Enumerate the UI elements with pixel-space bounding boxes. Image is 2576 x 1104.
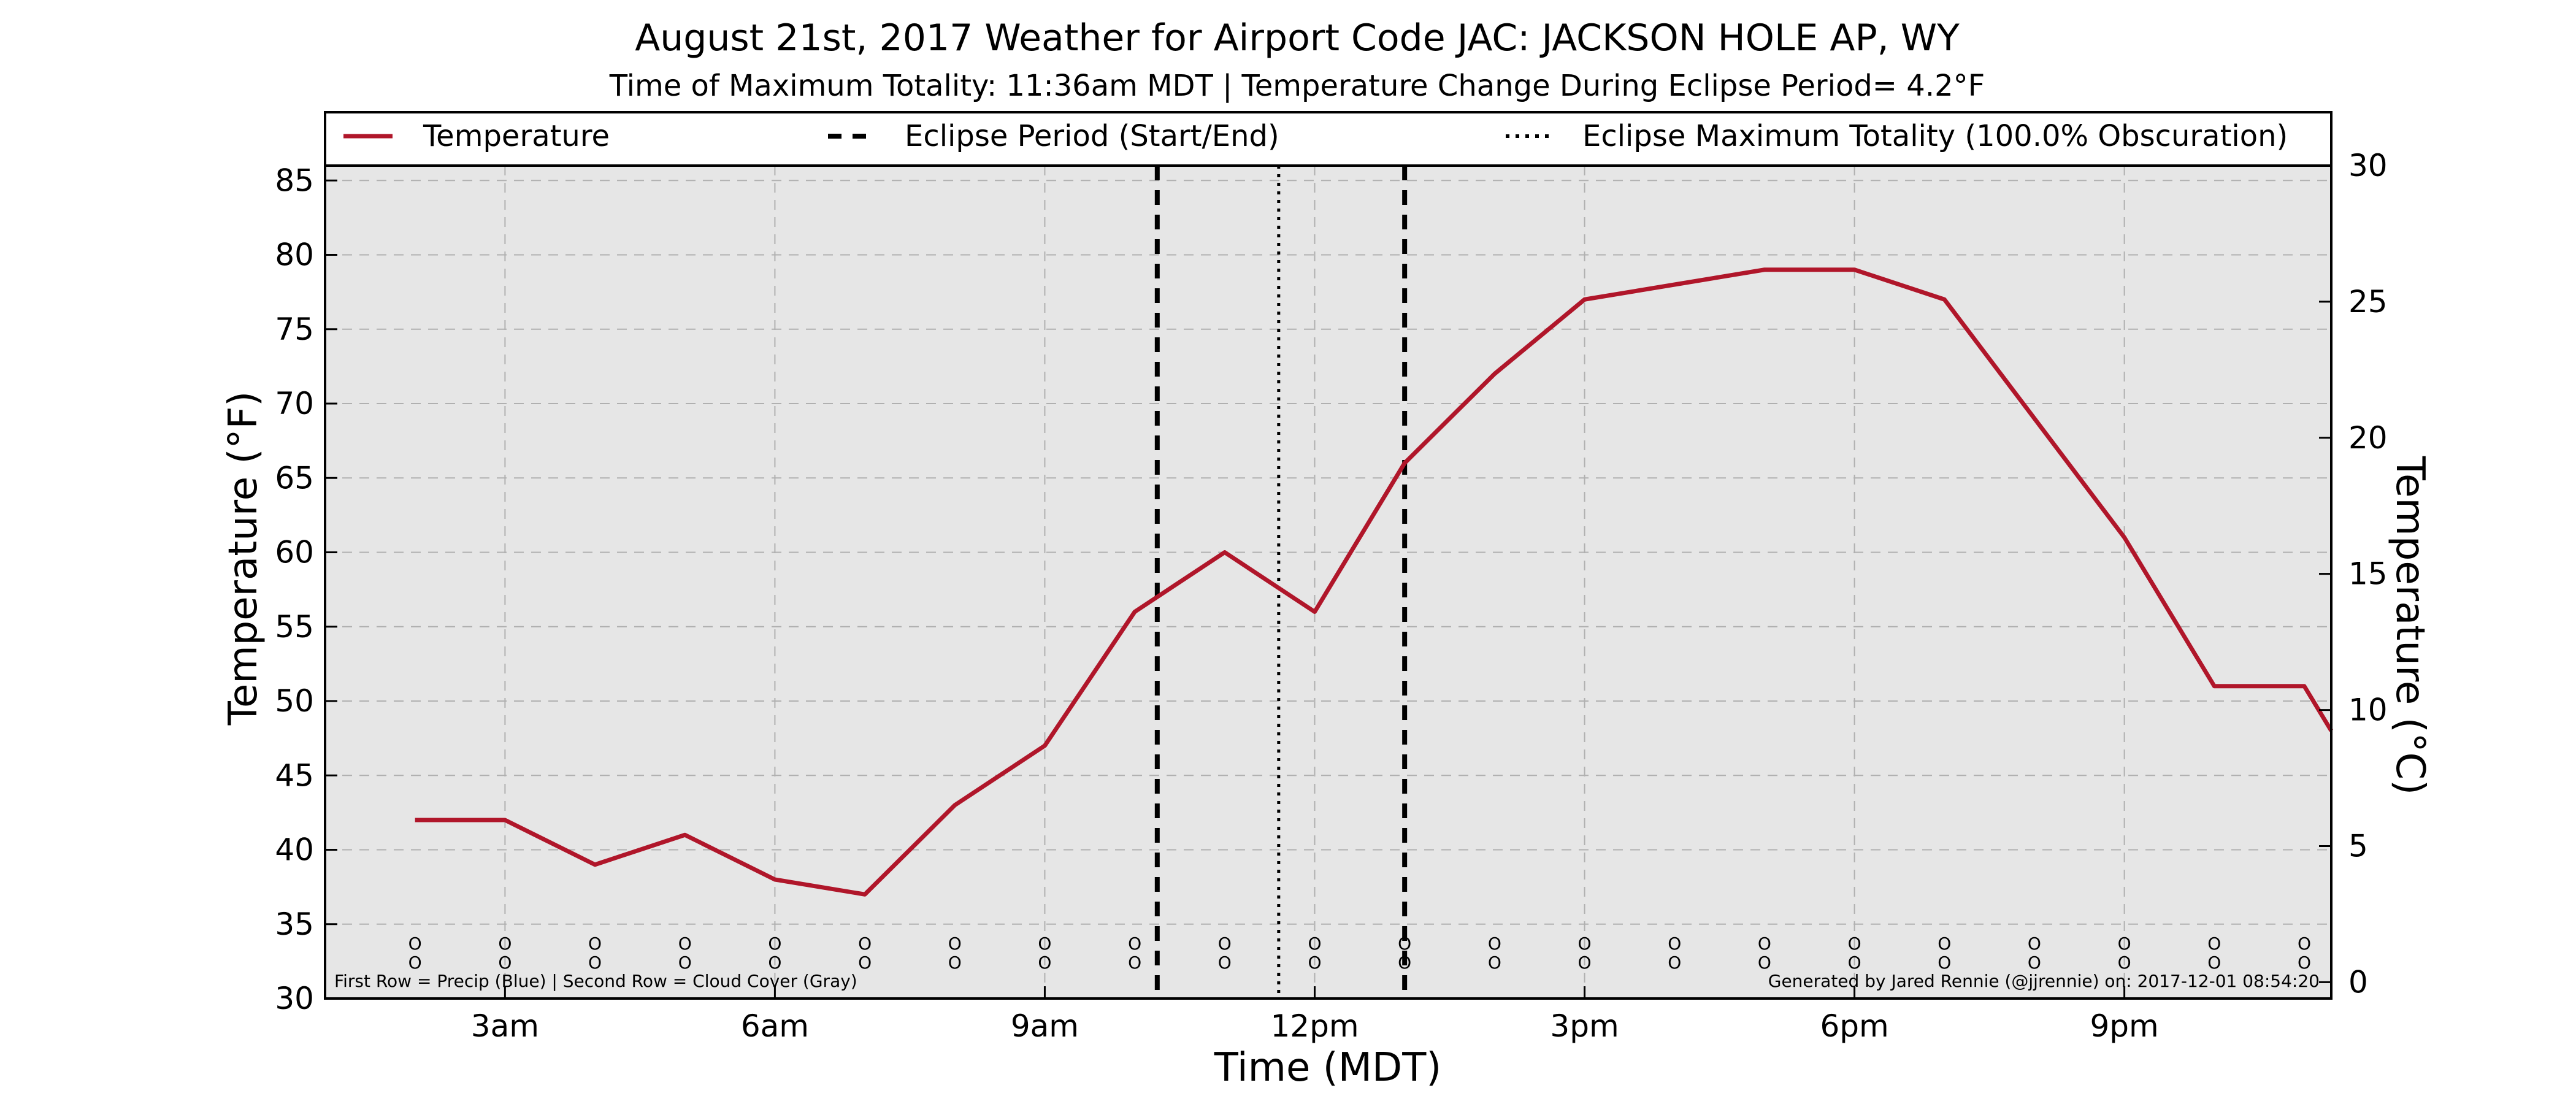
cloud-cover-indicator: O — [1308, 953, 1321, 973]
temperature-line — [415, 267, 2333, 897]
cloud-cover-indicator: O — [1038, 953, 1051, 973]
cloud-cover-indicator: O — [588, 953, 602, 973]
cloud-cover-indicator: O — [858, 953, 872, 973]
y-tick-label: 70 — [275, 386, 314, 421]
y-tick-label: 35 — [275, 907, 314, 942]
precip-indicator: O — [1128, 933, 1141, 954]
x-tick-label: 3am — [471, 1008, 539, 1044]
precip-indicator: O — [1938, 933, 1951, 954]
eclipse-lines — [1154, 166, 1408, 999]
cloud-cover-indicator: O — [1218, 953, 1232, 973]
y-tick-label: 55 — [275, 609, 314, 645]
chart-subtitle: Time of Maximum Totality: 11:36am MDT | … — [609, 69, 1985, 103]
plot-border — [324, 111, 2333, 1000]
precip-indicator: O — [408, 933, 422, 954]
cloud-cover-indicator: O — [2298, 953, 2311, 973]
y-tick-label: 75 — [275, 312, 314, 347]
legend-eclipse-max-label: Eclipse Maximum Totality (100.0% Obscura… — [1582, 119, 2288, 153]
chart-title: August 21st, 2017 Weather for Airport Co… — [635, 17, 1960, 59]
precip-indicator: O — [1308, 933, 1321, 954]
y-axis-title: Temperature (°F) — [221, 391, 266, 726]
x-axis-ticks: 3am 6am 9am 12pm 3pm 6pm 9pm — [471, 986, 2159, 1044]
cloud-cover-indicator: O — [1128, 953, 1141, 973]
y-right-tick-label: 25 — [2348, 284, 2388, 320]
y-tick-label: 50 — [275, 683, 314, 719]
precip-indicator: O — [768, 933, 781, 954]
cloud-cover-indicator: O — [408, 953, 422, 973]
y-tick-label: 60 — [275, 535, 314, 570]
x-tick-label: 6am — [741, 1008, 809, 1044]
cloud-cover-indicator: O — [948, 953, 962, 973]
precip-indicator: O — [2118, 933, 2131, 954]
y-tick-label: 40 — [275, 832, 314, 868]
x-tick-label: 3pm — [1550, 1008, 1619, 1044]
precip-indicator: O — [588, 933, 602, 954]
x-tick-label: 9pm — [2090, 1008, 2158, 1044]
cloud-cover-indicator: O — [2028, 953, 2041, 973]
cloud-cover-indicator: O — [768, 953, 781, 973]
legend-eclipse-period-label: Eclipse Period (Start/End) — [905, 119, 1279, 153]
plot-area — [325, 166, 2331, 999]
cloud-cover-indicator: O — [498, 953, 512, 973]
y-tick-label: 45 — [275, 757, 314, 793]
cloud-cover-indicator: O — [1578, 953, 1592, 973]
cloud-cover-indicator: O — [2207, 953, 2221, 973]
precip-indicator: O — [1668, 933, 1681, 954]
precip-indicator: O — [1848, 933, 1861, 954]
y-right-tick-label: 5 — [2348, 828, 2368, 864]
precip-indicator: O — [948, 933, 962, 954]
y-tick-label: 65 — [275, 460, 314, 496]
y-tick-label: 85 — [275, 163, 314, 198]
cloud-cover-indicator: O — [1398, 953, 1411, 973]
y-right-tick-label: 20 — [2348, 420, 2388, 456]
x-tick-label: 9am — [1011, 1008, 1079, 1044]
y-right-tick-label: 15 — [2348, 556, 2388, 592]
y-right-tick-label: 0 — [2348, 964, 2368, 1000]
cloud-cover-indicator: O — [1848, 953, 1861, 973]
cloud-cover-indicator: O — [1758, 953, 1771, 973]
cloud-cover-indicator: O — [678, 953, 692, 973]
cloud-cover-indicator: O — [1938, 953, 1951, 973]
cloud-cover-indicator: O — [1668, 953, 1681, 973]
y-axis-right-title: Temperature (°C) — [2387, 456, 2432, 795]
y-axis-ticks: 30 35 40 45 50 55 60 65 70 75 80 85 — [275, 163, 337, 1016]
y-right-tick-label: 30 — [2348, 148, 2388, 183]
precip-indicator: O — [858, 933, 872, 954]
y-tick-label: 80 — [275, 237, 314, 273]
precip-indicator: O — [2028, 933, 2041, 954]
precip-indicator: O — [1398, 933, 1411, 954]
precip-indicator: O — [678, 933, 692, 954]
temperature-series — [415, 267, 2333, 897]
legend: Temperature Eclipse Period (Start/End) E… — [343, 119, 2288, 153]
precip-indicator: O — [1218, 933, 1232, 954]
indicator-rows: OOOOOOOOOOOOOOOOOOOOOOOOOOOOOOOOOOOOOOOO… — [408, 933, 2311, 973]
precip-indicator: O — [2298, 933, 2311, 954]
legend-temperature-label: Temperature — [423, 119, 610, 153]
precip-indicator: O — [1488, 933, 1501, 954]
precip-indicator: O — [1038, 933, 1051, 954]
x-tick-label: 12pm — [1270, 1008, 1359, 1044]
rows-note: First Row = Precip (Blue) | Second Row =… — [334, 971, 857, 991]
precip-indicator: O — [1758, 933, 1771, 954]
precip-indicator: O — [498, 933, 512, 954]
cloud-cover-indicator: O — [1488, 953, 1501, 973]
cloud-cover-indicator: O — [2118, 953, 2131, 973]
y-right-tick-label: 10 — [2348, 692, 2388, 728]
grid-lines — [325, 166, 2331, 999]
x-axis-title: Time (MDT) — [1214, 1045, 1442, 1091]
x-tick-label: 6pm — [1820, 1008, 1888, 1044]
y-axis-right-ticks: 0 5 10 15 20 25 30 — [2319, 148, 2388, 1000]
generated-note: Generated by Jared Rennie (@jjrennie) on… — [1768, 971, 2320, 991]
y-tick-label: 30 — [275, 981, 314, 1016]
precip-indicator: O — [2207, 933, 2221, 954]
precip-indicator: O — [1578, 933, 1592, 954]
